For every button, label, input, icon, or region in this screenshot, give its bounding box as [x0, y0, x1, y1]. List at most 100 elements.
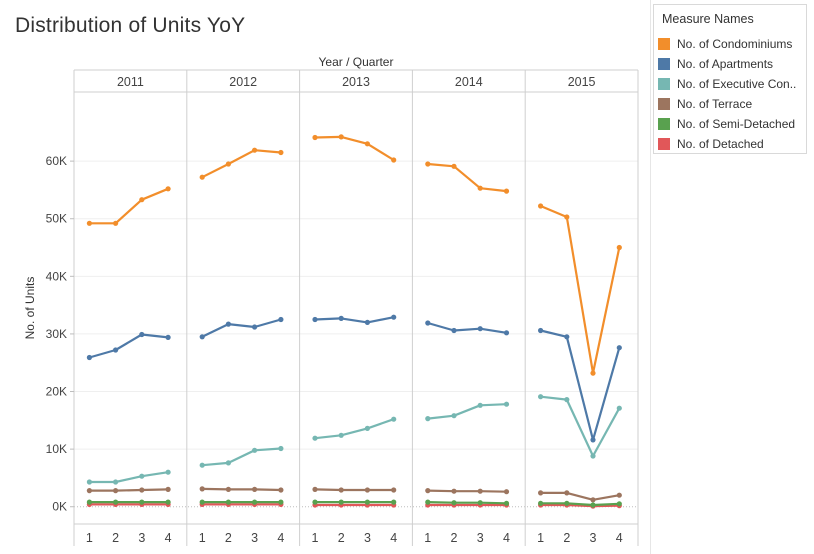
data-point-no-of-terrace — [139, 487, 145, 493]
data-point-no-of-condominiums — [391, 157, 397, 163]
data-point-no-of-terrace — [199, 486, 205, 492]
series-line-no-of-terrace — [314, 488, 394, 492]
data-point-no-of-condominiums — [338, 134, 344, 140]
data-point-no-of-condominiums — [165, 186, 171, 192]
legend-item[interactable]: No. of Apartments — [658, 55, 804, 73]
data-point-no-of-semi-detached — [538, 500, 544, 506]
data-point-no-of-semi-detached — [503, 500, 510, 506]
data-point-no-of-terrace — [113, 488, 119, 494]
legend-title: Measure Names — [662, 12, 754, 26]
data-point-no-of-terrace — [338, 487, 344, 493]
legend-swatch — [658, 38, 670, 50]
legend-swatch — [658, 58, 670, 70]
series-line-no-of-executive-con — [540, 395, 621, 458]
legend-item[interactable]: No. of Terrace — [658, 95, 804, 113]
data-point-no-of-semi-detached — [199, 499, 205, 505]
x-tick-label: 1 — [537, 531, 544, 545]
data-point-no-of-semi-detached — [451, 500, 457, 506]
legend-label: No. of Apartments — [677, 57, 774, 71]
data-point-no-of-semi-detached — [312, 499, 318, 505]
x-tick-label: 1 — [86, 531, 93, 545]
data-point-no-of-executive-con — [278, 445, 284, 452]
x-tick-label: 1 — [311, 531, 318, 545]
panel-header-2011: 2011 — [117, 75, 144, 89]
data-point-no-of-semi-detached — [113, 499, 119, 505]
data-point-no-of-terrace — [451, 488, 457, 494]
data-point-no-of-semi-detached — [364, 499, 370, 505]
x-tick-label: 3 — [138, 531, 145, 545]
x-tick-label: 3 — [251, 531, 258, 545]
x-tick-label: 4 — [165, 531, 172, 545]
x-tick-label: 2 — [451, 531, 458, 545]
data-point-no-of-condominiums — [364, 141, 370, 147]
data-point-no-of-condominiums — [503, 188, 510, 194]
data-point-no-of-condominiums — [312, 134, 318, 141]
x-tick-label: 3 — [477, 531, 484, 545]
data-point-no-of-semi-detached — [86, 499, 92, 505]
data-point-no-of-apartments — [364, 319, 370, 325]
data-point-no-of-apartments — [564, 334, 570, 340]
legend[interactable]: Measure Names No. of Condominiums No. of … — [653, 4, 807, 154]
data-point-no-of-condominiums — [477, 185, 483, 191]
series-line-no-of-semi-detached — [427, 501, 507, 505]
legend-swatch — [658, 78, 670, 90]
data-point-no-of-semi-detached — [477, 500, 483, 506]
data-point-no-of-terrace — [252, 486, 258, 492]
data-point-no-of-executive-con — [113, 479, 119, 485]
data-point-no-of-condominiums — [564, 214, 570, 220]
legend-swatch — [658, 138, 670, 150]
data-point-no-of-executive-con — [425, 416, 431, 422]
data-point-no-of-executive-con — [338, 432, 344, 438]
panel-header-2015: 2015 — [568, 75, 596, 89]
data-point-no-of-condominiums — [225, 161, 231, 167]
data-point-no-of-apartments — [338, 315, 344, 321]
data-point-no-of-apartments — [225, 321, 231, 327]
data-point-no-of-terrace — [616, 492, 622, 498]
series-line-no-of-apartments — [540, 329, 621, 441]
data-point-no-of-condominiums — [538, 203, 544, 209]
data-point-no-of-apartments — [278, 316, 284, 323]
legend-item[interactable]: No. of Semi-Detached — [658, 115, 804, 133]
data-point-no-of-semi-detached — [590, 502, 596, 508]
legend-item[interactable]: No. of Condominiums — [658, 35, 804, 53]
y-tick-label: 20K — [46, 385, 67, 399]
data-point-no-of-semi-detached — [564, 500, 570, 506]
data-point-no-of-terrace — [278, 487, 284, 493]
chart-title: Distribution of Units YoY — [15, 14, 246, 37]
data-point-no-of-executive-con — [391, 416, 397, 422]
data-point-no-of-executive-con — [252, 447, 258, 453]
series-line-no-of-condominiums — [89, 187, 169, 225]
y-tick-label: 50K — [46, 212, 67, 226]
legend-item[interactable]: No. of Executive Con.. — [658, 75, 804, 93]
series-line-no-of-semi-detached — [540, 502, 620, 507]
data-point-no-of-condominiums — [616, 244, 622, 251]
series-line-no-of-terrace — [427, 489, 507, 493]
data-point-no-of-apartments — [139, 331, 145, 338]
legend-swatch — [658, 118, 670, 130]
panel-header-2014: 2014 — [455, 75, 483, 89]
data-point-no-of-apartments — [477, 326, 483, 332]
series-line-no-of-terrace — [89, 488, 169, 492]
series-line-no-of-terrace — [540, 491, 620, 501]
data-point-no-of-semi-detached — [425, 499, 431, 505]
data-point-no-of-condominiums — [139, 197, 145, 203]
data-point-no-of-terrace — [312, 486, 318, 492]
data-point-no-of-semi-detached — [391, 499, 397, 505]
data-point-no-of-terrace — [391, 487, 397, 493]
data-point-no-of-condominiums — [590, 370, 596, 376]
data-point-no-of-apartments — [113, 347, 119, 353]
x-tick-label: 1 — [424, 531, 431, 545]
data-point-no-of-semi-detached — [616, 501, 622, 507]
x-tick-label: 4 — [616, 531, 623, 545]
data-point-no-of-terrace — [86, 488, 92, 494]
data-point-no-of-executive-con — [477, 402, 483, 408]
data-point-no-of-terrace — [538, 490, 544, 496]
y-tick-label: 0K — [52, 500, 67, 514]
data-point-no-of-apartments — [199, 334, 205, 340]
legend-label: No. of Semi-Detached — [677, 117, 796, 131]
legend-item[interactable]: No. of Detached — [658, 135, 804, 153]
x-tick-label: 2 — [563, 531, 570, 545]
data-point-no-of-condominiums — [199, 174, 205, 180]
x-tick-label: 2 — [112, 531, 119, 545]
